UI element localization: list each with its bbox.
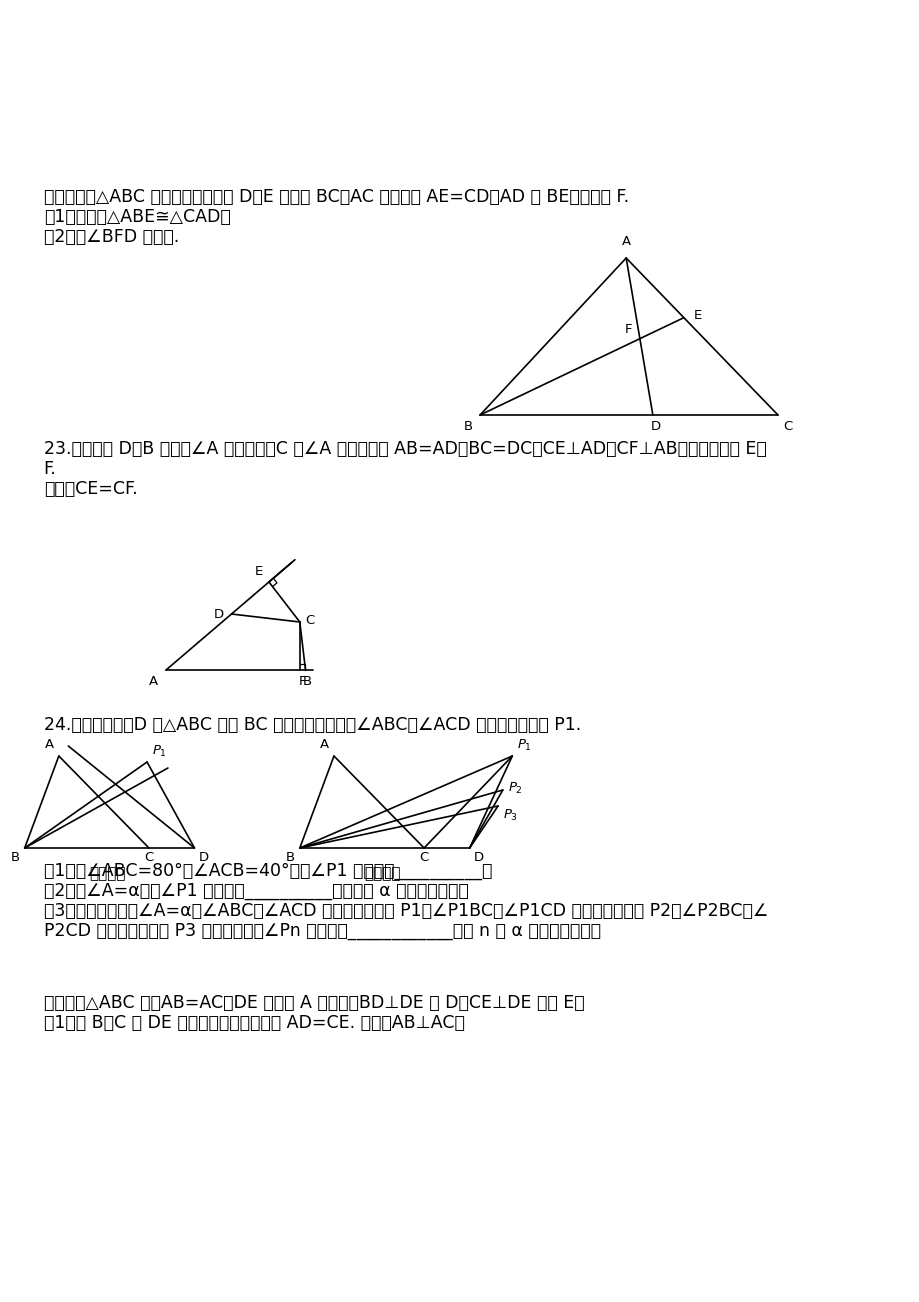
Text: （1）若∠ABC=80°，∠ACB=40°，则∠P1 的度数为__________；: （1）若∠ABC=80°，∠ACB=40°，则∠P1 的度数为_________… <box>43 862 492 880</box>
Text: F: F <box>624 323 631 336</box>
Text: （2）求∠BFD 的度数.: （2）求∠BFD 的度数. <box>43 228 178 246</box>
Text: D: D <box>199 852 209 865</box>
Text: （3）如图（乙），∠A=α，∠ABC、∠ACD 的平分线相交于 P1，∠P1BC、∠P1CD 的平分线相交于 P2，∠P2BC、∠: （3）如图（乙），∠A=α，∠ABC、∠ACD 的平分线相交于 P1，∠P1BC… <box>43 902 767 921</box>
Text: C: C <box>305 613 314 626</box>
Text: （1）求证：△ABE≅△CAD；: （1）求证：△ABE≅△CAD； <box>43 208 230 227</box>
Text: 图（甲）: 图（甲） <box>89 866 125 881</box>
Text: 求证：CE=CF.: 求证：CE=CF. <box>43 480 137 497</box>
Text: F.: F. <box>43 460 56 478</box>
Text: A: A <box>320 738 329 751</box>
Text: E: E <box>255 565 263 578</box>
Text: B: B <box>463 421 472 434</box>
Text: $P_1$: $P_1$ <box>152 743 166 759</box>
Text: 24.如图（甲），D 是△ABC 的边 BC 的延长线上一点．∠ABC、∠ACD 的平分线相交于 P1.: 24.如图（甲），D 是△ABC 的边 BC 的延长线上一点．∠ABC、∠ACD… <box>43 716 580 734</box>
Text: B: B <box>302 674 312 687</box>
Text: 图（乙）: 图（乙） <box>364 866 400 881</box>
Text: 如图，在△ABC 中，AB=AC，DE 是过点 A 的直线，BD⊥DE 于 D，CE⊥DE 于点 E；: 如图，在△ABC 中，AB=AC，DE 是过点 A 的直线，BD⊥DE 于 D，… <box>43 993 584 1012</box>
Text: C: C <box>419 852 428 865</box>
Text: B: B <box>11 852 20 865</box>
Text: C: C <box>144 852 153 865</box>
Text: （1）若 B、C 在 DE 的同侧（如图所示）且 AD=CE. 求证：AB⊥AC；: （1）若 B、C 在 DE 的同侧（如图所示）且 AD=CE. 求证：AB⊥AC… <box>43 1014 464 1032</box>
Text: D: D <box>213 608 223 621</box>
Text: A: A <box>621 234 630 247</box>
Text: F: F <box>299 674 306 687</box>
Text: 如图，已知△ABC 为等边三角形，点 D、E 分别在 BC、AC 边上，且 AE=CD，AD 与 BE相交于点 F.: 如图，已知△ABC 为等边三角形，点 D、E 分别在 BC、AC 边上，且 AE… <box>43 187 628 206</box>
Text: A: A <box>45 738 54 751</box>
Text: E: E <box>693 309 701 322</box>
Text: （2）若∠A=α，则∠P1 的度数为__________；（用含 α 的代数式表示）: （2）若∠A=α，则∠P1 的度数为__________；（用含 α 的代数式表… <box>43 881 468 900</box>
Text: B: B <box>286 852 295 865</box>
Text: $P_1$: $P_1$ <box>516 738 531 753</box>
Text: 23.如图，点 D、B 分别在∠A 的两边上，C 是∠A 内一点，且 AB=AD，BC=DC，CE⊥AD，CF⊥AB，垂足分别为 E、: 23.如图，点 D、B 分别在∠A 的两边上，C 是∠A 内一点，且 AB=AD… <box>43 440 766 458</box>
Text: $P_3$: $P_3$ <box>503 809 517 823</box>
Text: $P_2$: $P_2$ <box>507 780 522 796</box>
Text: C: C <box>783 421 792 434</box>
Text: D: D <box>473 852 483 865</box>
Text: A: A <box>149 674 158 687</box>
Text: D: D <box>650 421 660 434</box>
Text: P2CD 的平分线相交于 P3 依此类推，则∠Pn 的度数为____________（用 n 与 α 的代数式表示）: P2CD 的平分线相交于 P3 依此类推，则∠Pn 的度数为__________… <box>43 922 600 940</box>
